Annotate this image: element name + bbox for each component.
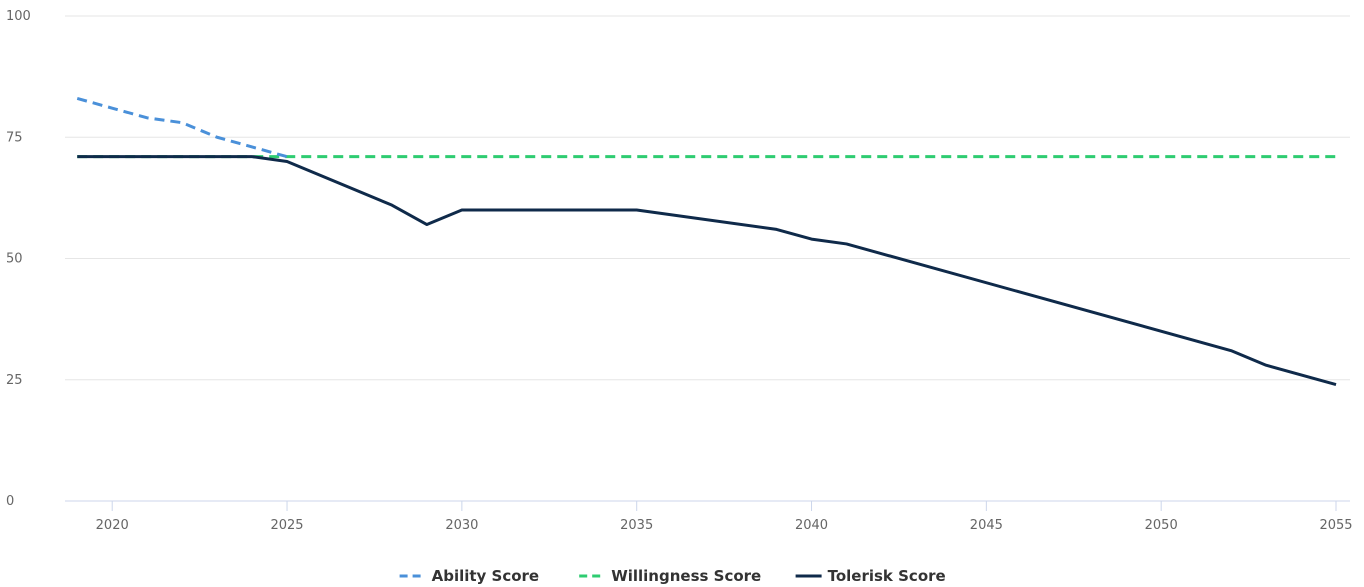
x-tick-label: 2055 [1319,518,1352,533]
y-tick-label: 0 [6,494,14,509]
x-tick-label: 2020 [96,518,129,533]
y-tick-label: 100 [6,9,31,24]
x-tick-label: 2040 [795,518,828,533]
series-line [76,97,288,159]
x-tick-label: 2030 [445,518,478,533]
y-tick-label: 50 [6,252,23,267]
legend-label: Ability Score [432,567,540,585]
x-tick-label: 2025 [270,518,303,533]
legend-label: Willingness Score [611,567,761,585]
x-tick-label: 2050 [1145,518,1178,533]
y-tick-label: 25 [6,373,23,388]
x-tick-label: 2035 [620,518,653,533]
y-tick-label: 75 [6,130,23,145]
series-line [77,155,1337,387]
legend-label: Tolerisk Score [828,567,946,585]
x-tick-label: 2045 [970,518,1003,533]
